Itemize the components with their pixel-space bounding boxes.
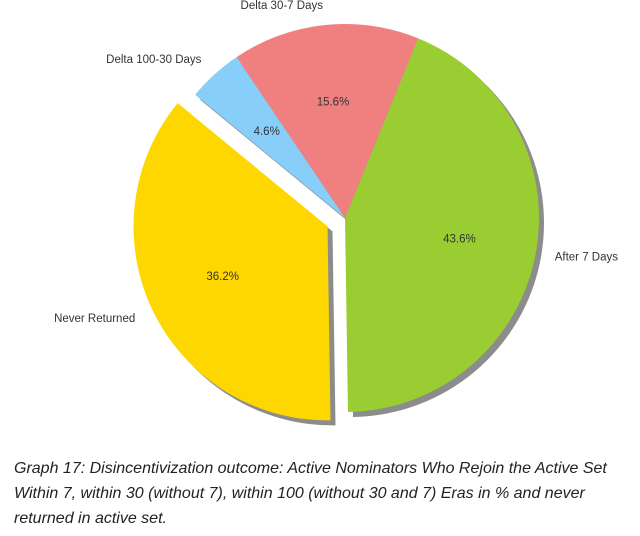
slice <box>195 57 345 218</box>
slice <box>345 38 539 412</box>
value-label: 15.6% <box>317 96 350 108</box>
slice-label: Never Returned <box>54 313 135 325</box>
value-label: 36.2% <box>206 271 239 283</box>
slice-label: After 7 Days <box>555 251 619 263</box>
value-label: 4.6% <box>254 126 280 138</box>
chart: Delta 30-7 Days 15.6% After 7 Days 43.6% Nev… <box>54 0 619 426</box>
slice <box>133 103 331 421</box>
slice-label: Delta 100-30 Days <box>106 54 201 66</box>
slice-label: Delta 30-7 Days <box>241 0 324 12</box>
slice <box>236 23 419 218</box>
value-label: 43.6% <box>443 234 476 246</box>
caption: Graph 17: Disincentivization outcome: Ac… <box>14 460 607 527</box>
